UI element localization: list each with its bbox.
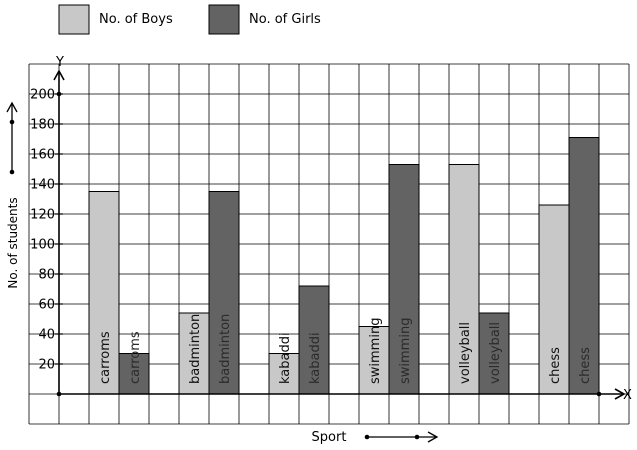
bar-label-badminton-girls: badminton [218, 314, 233, 384]
y-tick-labels: 20 40 60 80 100 120 140 160 180 200 [30, 88, 63, 373]
y-tick-label: 200 [30, 88, 55, 103]
y-tick-label: 100 [30, 238, 55, 253]
bar-labels: carroms carroms badminton badminton kabaddi k… [98, 314, 593, 384]
bar-label-volleyball-boys: volleyball [458, 322, 473, 384]
bar-label-badminton-boys: badminton [188, 314, 203, 384]
bar-label-volleyball-girls: volleyball [488, 322, 503, 384]
bar-label-swimming-boys: swimming [368, 318, 383, 384]
legend-swatch-boys [58, 4, 90, 35]
x-axis-title: Sport [312, 430, 347, 445]
legend-label-girls: No. of Girls [249, 12, 321, 27]
x-axis-arrowhead [614, 388, 626, 400]
bar-carroms-boys [88, 191, 120, 395]
x-axis-letter: X [623, 388, 632, 403]
bar-carroms-girls [118, 353, 150, 395]
bar-label-chess-boys: chess [548, 347, 563, 384]
y-axis-title: No. of students [6, 197, 20, 288]
y-axis-arrowhead [53, 69, 65, 81]
bar-volleyball-boys [448, 164, 480, 395]
bar-badminton-girls [208, 191, 240, 395]
y-tick-label: 80 [38, 268, 55, 283]
y-tick-label: 60 [38, 298, 55, 313]
bar-swimming-girls [388, 164, 420, 395]
y-axis-arrow-decoration [6, 101, 18, 175]
bar-chess-girls [568, 137, 600, 395]
legend-label-boys: No. of Boys [99, 12, 173, 27]
x-axis-arrow-decoration [364, 431, 439, 443]
x-axis-point [596, 391, 602, 397]
bar-label-carroms-boys: carroms [98, 331, 113, 384]
y-tick-label: 180 [30, 118, 55, 133]
y-tick-label: 140 [30, 178, 55, 193]
axes [53, 69, 626, 400]
bar-label-kabaddi-boys: kabaddi [278, 332, 293, 384]
legend-swatch-girls [208, 4, 240, 35]
bar-chess-boys [538, 204, 570, 395]
y-axis-letter: Y [55, 55, 64, 70]
y-tick-label: 40 [38, 328, 55, 343]
bar-label-swimming-girls: swimming [398, 318, 413, 384]
bar-label-carroms-girls: carroms [128, 331, 143, 384]
bars [88, 137, 600, 395]
y-tick-label: 20 [38, 358, 55, 373]
y-tick-label: 160 [30, 148, 55, 163]
bar-volleyball-girls [478, 312, 510, 395]
bar-label-chess-girls: chess [578, 347, 593, 384]
y-tick-label: 120 [30, 208, 55, 223]
origin-point [56, 391, 62, 397]
legend: No. of Boys No. of Girls [58, 4, 321, 35]
bar-kabaddi-boys [268, 353, 300, 395]
bar-label-kabaddi-girls: kabaddi [308, 332, 323, 384]
